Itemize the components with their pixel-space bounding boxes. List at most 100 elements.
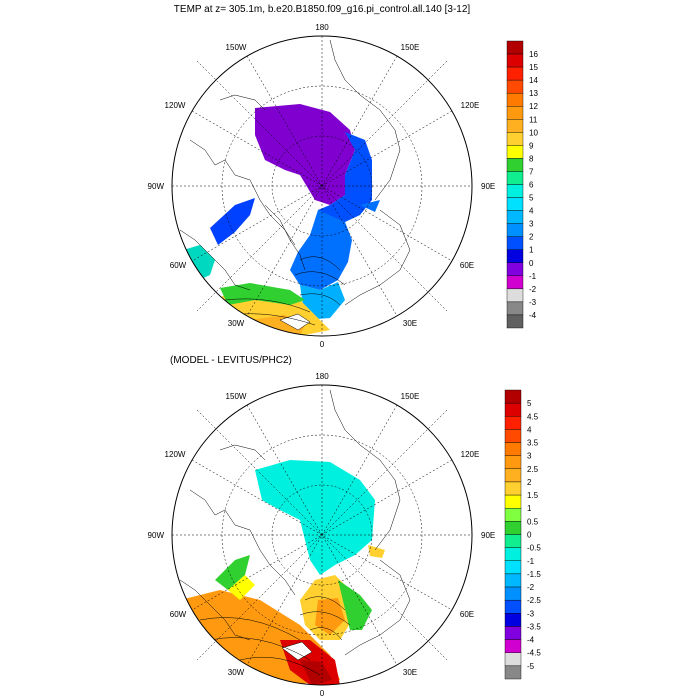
lon-label-120e-bottom: 120E (461, 450, 480, 459)
colorbar-top-swatch (506, 262, 524, 277)
colorbar-top-swatch (506, 171, 524, 185)
lon-label-60e: 60E (460, 261, 474, 270)
colorbar-bottom-swatch (504, 613, 522, 627)
bottom-green-norway (338, 580, 372, 630)
bottom-orange-core (315, 598, 345, 635)
top-green-atlantic (220, 283, 305, 305)
colorbar-bottom-swatch (504, 560, 522, 575)
bottom-map-border (171, 384, 473, 686)
colorbar-top-label: 13 (529, 89, 538, 98)
colorbar-bottom-swatch (504, 586, 522, 601)
colorbar-bottom-swatch (504, 534, 522, 548)
colorbar-bottom-label: -4.5 (527, 649, 541, 658)
colorbar-top-label: 1 (529, 246, 534, 255)
lon-label-180-bottom: 180 (315, 372, 329, 381)
colorbar-top-label: 14 (529, 76, 538, 85)
colorbar-top-swatch (506, 197, 524, 211)
lon-label-150e-bottom: 150E (401, 392, 420, 401)
colorbar-bottom-label: 2 (527, 478, 532, 487)
colorbar-top-label: 10 (529, 128, 538, 137)
colorbar-bottom-swatch (504, 389, 522, 404)
colorbar-top-label: -1 (529, 272, 537, 281)
colorbar-bottom-label: 4 (527, 425, 532, 434)
colorbar-top-swatch (506, 158, 524, 172)
colorbar-bottom-swatch (504, 652, 522, 667)
top-white-iceland (279, 313, 311, 331)
colorbar-bottom-label: -0.5 (527, 544, 541, 553)
colorbar-top-label: 12 (529, 102, 538, 111)
colorbar-top-swatch (506, 223, 524, 237)
bottom-cyan-basin (255, 460, 375, 575)
top-light-blue-spot (360, 200, 380, 212)
top-light-blue (300, 282, 345, 320)
colorbar-top-swatch (506, 236, 524, 250)
colorbar-bottom-swatch (504, 442, 522, 456)
colorbar-bottom-swatch (504, 402, 522, 417)
lon-label-90w: 90W (148, 182, 165, 191)
colorbar-top-swatch (506, 314, 524, 329)
colorbar-top-label: -4 (529, 311, 537, 320)
colorbar-bottom-swatch (504, 508, 522, 522)
lon-label-120w: 120W (165, 101, 186, 110)
colorbar-bottom-label: -4 (527, 636, 535, 645)
colorbar-top-label: 5 (529, 194, 534, 203)
colorbar-top-label: -2 (529, 285, 537, 294)
colorbar-top-label: 3 (529, 220, 534, 229)
colorbar-bottom-label: -1.5 (527, 570, 541, 579)
lon-label-30w-bottom: 30W (228, 668, 245, 677)
colorbar-bottom-label: 0 (527, 531, 532, 540)
lon-label-60e-bottom: 60E (460, 610, 474, 619)
colorbar-top-swatch (506, 210, 524, 224)
colorbar-bottom-swatch (504, 429, 522, 443)
colorbar-top-label: 2 (529, 233, 534, 242)
colorbar-bottom-swatch (504, 599, 522, 614)
lon-label-120e: 120E (461, 101, 480, 110)
colorbar-top-label: 9 (529, 141, 534, 150)
colorbar-bottom-label: -2.5 (527, 596, 541, 605)
colorbar-bottom-label: -5 (527, 662, 535, 671)
colorbar-top-swatch (506, 288, 524, 303)
colorbar-top-label: 15 (529, 63, 538, 72)
colorbar-top-label: 6 (529, 181, 534, 190)
colorbar-bottom-label: 1 (527, 504, 532, 513)
bottom-white-iceland (281, 641, 313, 661)
lon-label-90e: 90E (481, 182, 495, 191)
top-map: 180 0 90W 90E 150W 120W 150E 120E 60W 30… (148, 23, 496, 349)
colorbar-top-swatch (506, 249, 524, 263)
colorbar-bottom-label: -3.5 (527, 622, 541, 631)
colorbar-bottom-swatch (504, 521, 522, 535)
colorbar-bottom-swatch (504, 665, 522, 680)
colorbar-top-swatch (506, 119, 524, 133)
bottom-green-labrador (215, 555, 250, 590)
bottom-map: 180 0 90W 90E 150W 120W 150E 120E 60W 30… (148, 372, 496, 698)
colorbar-bottom-label: -2 (527, 583, 535, 592)
colorbar-bottom-swatch (504, 626, 522, 640)
top-blue-svalbard (290, 210, 352, 290)
colorbar-top-label: -3 (529, 298, 537, 307)
map-subtitle: (MODEL - LEVITUS/PHC2) (170, 355, 292, 366)
colorbar-bottom: 5 4.5 4 3.5 3 2.5 2 1.5 1 0.5 0 -0.5 -1 -1.5 -2 -2.5 -3 -… (504, 389, 541, 680)
colorbar-top-swatch (506, 40, 524, 55)
colorbar-bottom-swatch (504, 494, 522, 509)
colorbar-bottom-label: 3 (527, 452, 532, 461)
bottom-yellow-east (368, 545, 385, 558)
lon-label-150w-bottom: 150W (226, 392, 247, 401)
lon-label-150w: 150W (226, 43, 247, 52)
colorbar-top-label: 7 (529, 167, 534, 176)
colorbar-top-swatch (506, 301, 524, 316)
lon-label-120w-bottom: 120W (165, 450, 186, 459)
colorbar-bottom-swatch (504, 547, 522, 561)
lon-label-180: 180 (315, 23, 329, 32)
lon-label-30w: 30W (228, 319, 245, 328)
lon-label-60w: 60W (170, 261, 187, 270)
top-cyan-labrador (183, 245, 215, 282)
colorbar-top-label: 0 (529, 259, 534, 268)
lon-label-90w-bottom: 90W (148, 531, 165, 540)
colorbar-top-swatch (506, 184, 524, 198)
top-blue-band (318, 132, 372, 225)
top-map-border (171, 35, 473, 337)
colorbar-bottom-swatch (504, 481, 522, 496)
colorbar-top-swatch (506, 145, 524, 159)
